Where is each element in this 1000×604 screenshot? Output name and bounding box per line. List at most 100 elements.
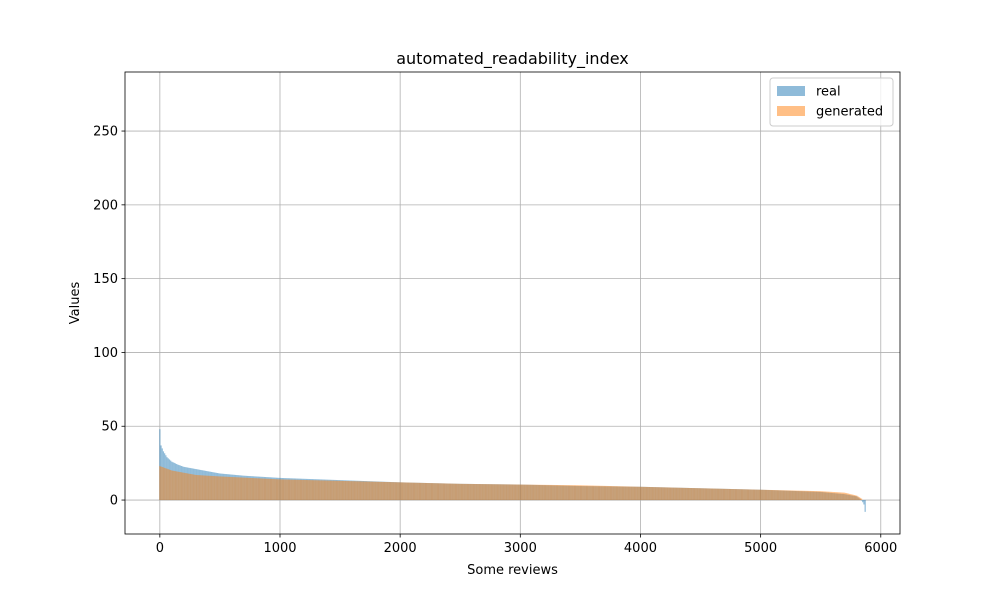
- bar-generated: [815, 491, 817, 501]
- bar-generated: [673, 487, 675, 501]
- bar-generated: [341, 480, 344, 501]
- bar-generated: [588, 485, 590, 501]
- bar-generated: [487, 484, 489, 501]
- bar-generated: [639, 486, 642, 501]
- bar-generated: [498, 484, 500, 501]
- bar-generated: [713, 488, 715, 501]
- bar-generated: [481, 484, 483, 501]
- bar-generated: [502, 484, 505, 501]
- bar-generated: [522, 484, 524, 501]
- bar-generated: [599, 485, 601, 501]
- bar-generated: [643, 486, 645, 501]
- bar-generated: [305, 480, 308, 501]
- bar-generated: [475, 484, 477, 501]
- bar-generated: [552, 484, 554, 501]
- bar-generated: [188, 473, 190, 501]
- bar-generated: [213, 476, 215, 501]
- bar-generated: [615, 486, 618, 501]
- bar-generated: [659, 487, 661, 501]
- bar-generated: [824, 491, 827, 501]
- bar-generated: [474, 483, 476, 501]
- bar-generated: [482, 484, 484, 501]
- bar-generated: [480, 484, 482, 501]
- bar-generated: [166, 468, 168, 501]
- bar-generated: [838, 492, 840, 501]
- bar-generated: [495, 484, 497, 501]
- bar-generated: [326, 480, 328, 501]
- bar-generated: [506, 484, 508, 501]
- bar-generated: [422, 482, 424, 501]
- bar-generated: [519, 484, 521, 501]
- bar-generated: [667, 487, 669, 501]
- bar-generated: [755, 489, 757, 501]
- bar-generated: [716, 488, 718, 501]
- bar-generated: [279, 479, 281, 501]
- bar-generated: [748, 489, 750, 501]
- bar-generated: [505, 484, 507, 501]
- bar-generated: [541, 484, 543, 501]
- bar-generated: [215, 476, 217, 501]
- bar-generated: [322, 480, 324, 501]
- bar-generated: [434, 483, 436, 501]
- bar-generated: [281, 479, 284, 501]
- bar-generated: [172, 470, 174, 501]
- bar-generated: [161, 466, 163, 501]
- bar-generated: [179, 472, 181, 501]
- bar-generated: [787, 490, 789, 501]
- bar-generated: [251, 478, 253, 501]
- legend: real generated: [769, 77, 894, 127]
- bar-generated: [649, 487, 651, 501]
- bar-generated: [345, 481, 347, 501]
- bar-generated: [337, 480, 339, 501]
- bar-generated: [722, 488, 724, 501]
- bar-generated: [686, 487, 688, 501]
- bar-generated: [219, 476, 221, 501]
- bar-generated: [255, 478, 257, 501]
- bar-generated: [269, 478, 271, 501]
- bar-generated: [817, 491, 819, 501]
- bar-generated: [645, 486, 648, 501]
- bar-generated: [656, 487, 658, 501]
- bar-generated: [800, 490, 803, 501]
- bar-generated: [284, 479, 286, 501]
- bar-generated: [298, 479, 300, 501]
- bar-generated: [618, 486, 620, 501]
- bar-generated: [661, 487, 663, 501]
- bar-generated: [763, 489, 765, 501]
- bar-generated: [278, 479, 280, 501]
- y-tick-label: 50: [101, 420, 118, 435]
- bar-generated: [309, 480, 311, 501]
- bar-generated: [256, 478, 258, 501]
- bar-generated: [660, 487, 662, 501]
- bar-generated: [391, 482, 393, 501]
- bar-generated: [242, 477, 244, 501]
- bar-generated: [636, 486, 638, 501]
- bar-generated: [762, 489, 764, 501]
- bar-generated: [829, 491, 831, 501]
- bar-generated: [570, 485, 572, 501]
- bar-generated: [463, 483, 465, 501]
- bar-generated: [258, 478, 261, 501]
- bar-generated: [644, 486, 646, 501]
- bar-generated: [621, 486, 624, 501]
- bar-generated: [386, 482, 388, 501]
- bar-generated: [201, 475, 203, 501]
- bar-generated: [858, 497, 860, 501]
- bar-generated: [454, 483, 457, 501]
- bar-generated: [650, 487, 652, 501]
- bar-generated: [173, 470, 175, 501]
- bar-generated: [196, 475, 198, 501]
- bar-generated: [774, 490, 776, 501]
- bar-generated: [440, 483, 442, 501]
- bar-generated: [523, 484, 525, 501]
- bar-generated: [853, 495, 855, 501]
- bar-generated: [832, 491, 834, 501]
- bar-generated: [323, 480, 326, 501]
- bar-generated: [786, 490, 788, 501]
- bar-generated: [293, 479, 296, 501]
- bar-generated: [844, 492, 846, 501]
- bar-generated: [792, 490, 794, 501]
- bar-generated: [526, 484, 529, 501]
- bar-generated: [399, 482, 401, 501]
- bar-generated: [678, 487, 680, 501]
